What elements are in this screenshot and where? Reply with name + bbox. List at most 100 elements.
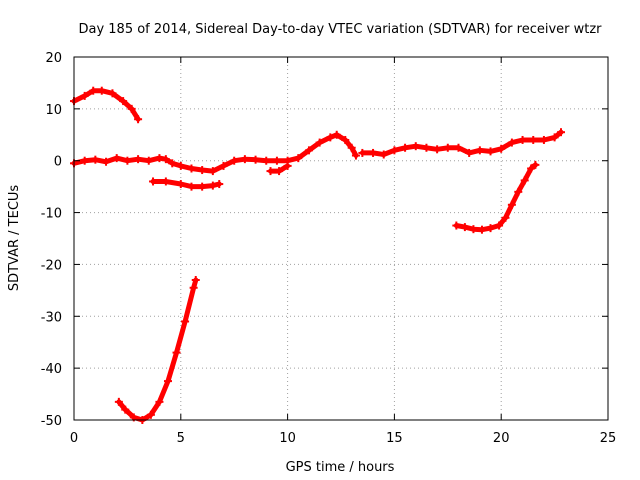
data-point <box>266 167 275 176</box>
chart-title: Day 185 of 2014, Sidereal Day-to-day VTE… <box>78 22 602 37</box>
data-point <box>527 164 536 173</box>
data-point <box>390 146 399 155</box>
y-axis-title: SDTVAR / TECUs <box>7 185 22 292</box>
data-point <box>146 410 155 419</box>
y-tick-label: 20 <box>45 51 62 66</box>
series-trace <box>453 162 538 233</box>
data-point <box>326 133 335 142</box>
data-point <box>454 143 463 152</box>
data-point <box>443 143 452 152</box>
data-point <box>127 104 136 113</box>
data-point <box>134 155 143 164</box>
y-tick-label: -50 <box>41 414 62 429</box>
data-point <box>215 180 224 189</box>
data-point <box>272 156 281 165</box>
data-point <box>114 397 123 406</box>
data-point <box>486 147 495 156</box>
x-tick-label: 0 <box>70 431 78 446</box>
data-point <box>477 225 486 234</box>
data-point <box>168 159 177 168</box>
data-point <box>475 146 484 155</box>
data-point <box>304 146 313 155</box>
y-tick-label: -40 <box>41 362 62 377</box>
data-point <box>80 91 89 100</box>
data-point <box>460 223 469 232</box>
data-point <box>315 138 324 147</box>
y-tick-label: -20 <box>41 258 62 273</box>
data-point <box>102 157 111 166</box>
data-point <box>369 148 378 157</box>
series-arc-deep-valley <box>114 275 200 424</box>
data-point <box>163 377 172 386</box>
x-tick-label: 25 <box>600 431 617 446</box>
data-point <box>176 180 185 189</box>
data-point <box>332 130 341 139</box>
x-axis-title: GPS time / hours <box>286 460 395 475</box>
data-point <box>520 176 529 185</box>
data-point <box>144 156 153 165</box>
y-tick-label: -30 <box>41 310 62 325</box>
data-point <box>119 97 128 106</box>
data-point <box>501 213 510 222</box>
data-point <box>189 283 198 292</box>
data-point <box>198 182 207 191</box>
series-trace <box>116 277 199 423</box>
data-point <box>123 156 132 165</box>
data-point <box>495 221 504 230</box>
data-point <box>230 156 239 165</box>
x-tick-labels: 0 5 10 15 20 25 <box>70 431 616 446</box>
data-point <box>187 182 196 191</box>
series-arc-evening-flat <box>358 128 566 159</box>
data-point <box>80 156 89 165</box>
data-point <box>422 143 431 152</box>
data-point <box>161 177 170 186</box>
y-tick-label: -10 <box>41 207 62 222</box>
data-point <box>529 135 538 144</box>
data-point <box>91 155 100 164</box>
data-point <box>89 86 98 95</box>
series-arc-minus-five <box>149 177 224 191</box>
data-point <box>191 275 200 284</box>
series-arc-low-dip <box>266 161 292 176</box>
series-trace <box>71 132 359 174</box>
x-tick-label: 10 <box>279 431 296 446</box>
series-arc-main-near-zero <box>70 130 360 176</box>
data-point <box>283 161 292 170</box>
y-tick-labels: -50 -40 -30 -20 -10 0 10 20 <box>41 51 62 429</box>
data-point <box>219 161 228 170</box>
data-point <box>531 160 540 169</box>
data-point <box>181 317 190 326</box>
data-point <box>514 187 523 196</box>
data-point <box>176 161 185 170</box>
data-point <box>550 133 559 142</box>
x-tick-label: 20 <box>493 431 510 446</box>
data-point <box>557 128 566 137</box>
data-point <box>341 135 350 144</box>
data-point <box>507 200 516 209</box>
data-point <box>155 397 164 406</box>
data-point <box>497 144 506 153</box>
data-point <box>433 145 442 154</box>
data-point <box>452 221 461 230</box>
data-series <box>70 86 566 424</box>
data-point <box>379 150 388 159</box>
grid-lines <box>74 57 608 420</box>
y-tick-label: 10 <box>45 103 62 118</box>
data-point <box>251 155 260 164</box>
x-tick-label: 5 <box>177 431 185 446</box>
data-point <box>172 348 181 357</box>
data-point <box>465 148 474 157</box>
data-point <box>351 151 360 160</box>
axis-ticks <box>73 56 609 421</box>
data-point <box>208 167 217 176</box>
data-point <box>187 164 196 173</box>
data-point <box>358 148 367 157</box>
data-point <box>161 155 170 164</box>
data-point <box>149 177 158 186</box>
data-point <box>411 142 420 151</box>
data-point <box>208 181 217 190</box>
plot-frame <box>73 56 609 421</box>
data-point <box>401 143 410 152</box>
data-point <box>486 224 495 233</box>
